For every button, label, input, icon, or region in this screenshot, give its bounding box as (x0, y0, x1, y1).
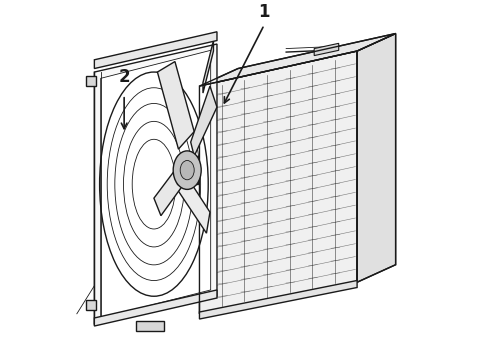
Polygon shape (357, 33, 395, 282)
Polygon shape (86, 76, 96, 86)
Polygon shape (191, 86, 217, 156)
Polygon shape (199, 51, 357, 314)
Ellipse shape (180, 161, 194, 180)
Text: 1: 1 (259, 3, 270, 21)
Polygon shape (314, 43, 339, 55)
Polygon shape (100, 50, 211, 318)
Polygon shape (95, 44, 217, 324)
Polygon shape (199, 280, 357, 319)
Polygon shape (203, 41, 214, 93)
Polygon shape (154, 170, 184, 216)
Polygon shape (86, 300, 96, 310)
Polygon shape (157, 62, 194, 149)
Ellipse shape (173, 151, 201, 189)
Polygon shape (95, 290, 217, 326)
Polygon shape (177, 156, 197, 184)
Polygon shape (136, 321, 165, 331)
Polygon shape (95, 32, 217, 68)
Text: 2: 2 (118, 68, 130, 86)
Polygon shape (199, 33, 395, 86)
Polygon shape (178, 177, 210, 233)
